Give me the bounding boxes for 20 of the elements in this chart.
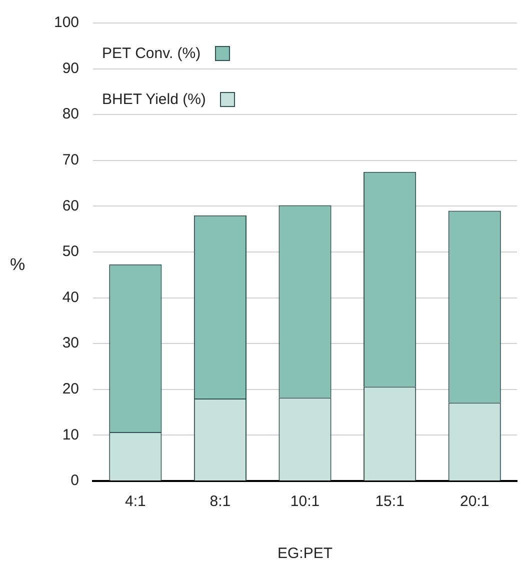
y-tick-label: 50 [62, 243, 80, 260]
y-tick-label: 20 [62, 380, 80, 398]
legend-label: PET Conv. (%) [102, 44, 201, 62]
y-tick-label: 40 [62, 288, 80, 306]
x-axis-title: EG:PET [278, 545, 333, 562]
x-tick-label: 20:1 [460, 493, 490, 510]
y-tick-label: 10 [62, 426, 80, 444]
y-tick-label: 70 [62, 152, 80, 169]
x-tick-label: 4:1 [124, 493, 146, 510]
y-tick-label: 30 [62, 334, 80, 352]
y-tick-label: 90 [62, 60, 80, 77]
y-tick-label: 80 [62, 106, 80, 123]
legend-label: BHET Yield (%) [102, 90, 206, 108]
x-tick-label: 15:1 [375, 493, 404, 510]
y-tick-label: 0 [70, 472, 80, 490]
y-tick-label: 100 [54, 14, 80, 32]
x-tick-label: 10:1 [290, 493, 320, 510]
y-axis-title: % [10, 255, 26, 275]
x-tick-label: 8:1 [210, 493, 231, 510]
y-tick-label: 60 [62, 197, 80, 214]
